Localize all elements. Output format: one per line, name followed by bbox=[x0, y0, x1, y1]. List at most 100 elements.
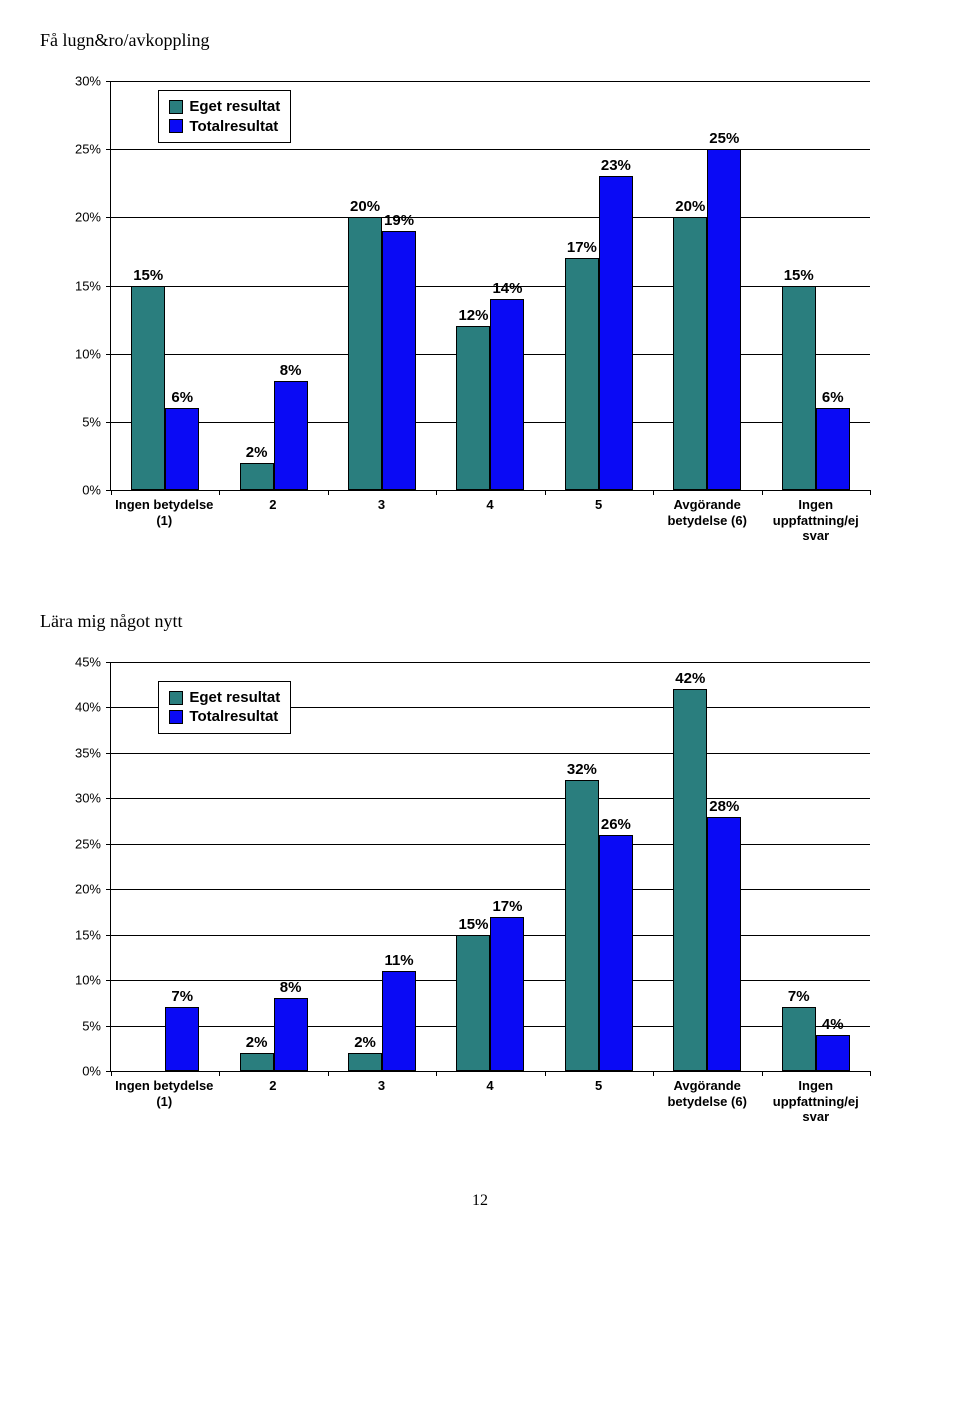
x-axis-label: Ingenuppfattning/ejsvar bbox=[761, 1072, 870, 1132]
y-tick-label: 35% bbox=[61, 745, 101, 760]
y-tick-label: 25% bbox=[61, 836, 101, 851]
x-axis-labels: Ingen betydelse(1)2345Avgörandebetydelse… bbox=[110, 491, 870, 551]
bar-totalresultat: 11% bbox=[382, 971, 416, 1071]
bar-value-label: 42% bbox=[675, 670, 705, 687]
x-axis-label: 2 bbox=[219, 1072, 328, 1132]
bar-value-label: 14% bbox=[492, 280, 522, 297]
bar-eget-resultat: 7% bbox=[782, 1007, 816, 1071]
bar-value-label: 2% bbox=[354, 1034, 376, 1051]
chart-frame: 0%5%10%15%20%25%30%35%40%45%7%2%8%2%11%1… bbox=[60, 652, 880, 1132]
bar-value-label: 6% bbox=[171, 389, 193, 406]
y-tick-label: 20% bbox=[61, 882, 101, 897]
bar-totalresultat: 6% bbox=[165, 408, 199, 490]
bar-value-label: 15% bbox=[784, 267, 814, 284]
bar-value-label: 2% bbox=[246, 444, 268, 461]
bar-value-label: 15% bbox=[133, 267, 163, 284]
bar-value-label: 11% bbox=[384, 952, 413, 969]
legend-row: Eget resultat bbox=[169, 688, 280, 708]
bar-totalresultat: 14% bbox=[490, 299, 524, 490]
bar-group: 17%23% bbox=[545, 81, 653, 490]
bar-value-label: 20% bbox=[350, 198, 380, 215]
bar-value-label: 4% bbox=[822, 1016, 844, 1033]
legend-label: Totalresultat bbox=[189, 707, 278, 727]
y-tick-label: 10% bbox=[61, 973, 101, 988]
y-tick-label: 30% bbox=[61, 74, 101, 89]
legend-row: Eget resultat bbox=[169, 97, 280, 117]
bar-group: 20%25% bbox=[653, 81, 761, 490]
bar-eget-resultat: 32% bbox=[565, 780, 599, 1071]
bar-value-label: 2% bbox=[246, 1034, 268, 1051]
x-axis-label: 4 bbox=[436, 1072, 545, 1132]
bar-eget-resultat: 2% bbox=[240, 1053, 274, 1071]
bar-value-label: 25% bbox=[709, 130, 739, 147]
y-tick-label: 5% bbox=[61, 414, 101, 429]
x-axis-label: Avgörandebetydelse (6) bbox=[653, 491, 762, 551]
bar-totalresultat: 25% bbox=[707, 149, 741, 490]
bar-eget-resultat: 2% bbox=[240, 463, 274, 490]
y-tick-label: 15% bbox=[61, 927, 101, 942]
legend-swatch-icon bbox=[169, 710, 183, 724]
bar-group: 2%11% bbox=[328, 662, 436, 1071]
bar-value-label: 6% bbox=[822, 389, 844, 406]
bar-value-label: 19% bbox=[384, 212, 414, 229]
bar-value-label: 7% bbox=[788, 988, 810, 1005]
x-tick-mark bbox=[870, 490, 871, 495]
bar-value-label: 26% bbox=[601, 816, 631, 833]
y-tick-label: 45% bbox=[61, 655, 101, 670]
bar-eget-resultat: 2% bbox=[348, 1053, 382, 1071]
x-axis-label: 3 bbox=[327, 1072, 436, 1132]
x-axis-label: 5 bbox=[544, 1072, 653, 1132]
bar-value-label: 32% bbox=[567, 761, 597, 778]
bar-value-label: 7% bbox=[171, 988, 193, 1005]
x-axis-label: 3 bbox=[327, 491, 436, 551]
chart-section-chart2: Lära mig något nytt0%5%10%15%20%25%30%35… bbox=[40, 611, 920, 1132]
bar-totalresultat: 8% bbox=[274, 381, 308, 490]
bar-totalresultat: 7% bbox=[165, 1007, 199, 1071]
chart-legend: Eget resultatTotalresultat bbox=[158, 681, 291, 734]
bar-group: 15%17% bbox=[436, 662, 544, 1071]
y-tick-label: 30% bbox=[61, 791, 101, 806]
chart-frame: 0%5%10%15%20%25%30%15%6%2%8%20%19%12%14%… bbox=[60, 71, 880, 551]
legend-swatch-icon bbox=[169, 100, 183, 114]
legend-label: Totalresultat bbox=[189, 117, 278, 137]
x-axis-label: Ingen betydelse(1) bbox=[110, 1072, 219, 1132]
y-tick-label: 10% bbox=[61, 346, 101, 361]
bar-eget-resultat: 17% bbox=[565, 258, 599, 490]
y-tick-label: 40% bbox=[61, 700, 101, 715]
bar-group: 12%14% bbox=[436, 81, 544, 490]
bar-value-label: 15% bbox=[458, 916, 488, 933]
bar-value-label: 17% bbox=[567, 239, 597, 256]
legend-swatch-icon bbox=[169, 691, 183, 705]
bar-eget-resultat: 15% bbox=[782, 286, 816, 491]
legend-row: Totalresultat bbox=[169, 117, 280, 137]
bar-value-label: 8% bbox=[280, 979, 302, 996]
x-axis-label: 4 bbox=[436, 491, 545, 551]
x-axis-label: Ingen betydelse(1) bbox=[110, 491, 219, 551]
bar-totalresultat: 28% bbox=[707, 817, 741, 1071]
bar-totalresultat: 4% bbox=[816, 1035, 850, 1071]
y-tick-label: 5% bbox=[61, 1018, 101, 1033]
bar-totalresultat: 23% bbox=[599, 176, 633, 490]
y-tick-label: 20% bbox=[61, 210, 101, 225]
bar-totalresultat: 17% bbox=[490, 917, 524, 1072]
y-tick-label: 25% bbox=[61, 142, 101, 157]
x-axis-label: 5 bbox=[544, 491, 653, 551]
bar-totalresultat: 8% bbox=[274, 998, 308, 1071]
bar-group: 42%28% bbox=[653, 662, 761, 1071]
bar-eget-resultat: 20% bbox=[348, 217, 382, 490]
page-container: Få lugn&ro/avkoppling0%5%10%15%20%25%30%… bbox=[0, 0, 960, 1250]
bar-value-label: 20% bbox=[675, 198, 705, 215]
legend-label: Eget resultat bbox=[189, 97, 280, 117]
x-axis-label: Avgörandebetydelse (6) bbox=[653, 1072, 762, 1132]
bar-eget-resultat: 15% bbox=[131, 286, 165, 491]
bar-eget-resultat: 42% bbox=[673, 689, 707, 1071]
page-number: 12 bbox=[40, 1192, 920, 1210]
x-axis-label: 2 bbox=[219, 491, 328, 551]
chart-legend: Eget resultatTotalresultat bbox=[158, 90, 291, 143]
bar-eget-resultat: 20% bbox=[673, 217, 707, 490]
bar-group: 7%4% bbox=[762, 662, 870, 1071]
x-axis-label: Ingenuppfattning/ejsvar bbox=[761, 491, 870, 551]
bar-totalresultat: 19% bbox=[382, 231, 416, 490]
y-tick-label: 0% bbox=[61, 1064, 101, 1079]
legend-swatch-icon bbox=[169, 119, 183, 133]
